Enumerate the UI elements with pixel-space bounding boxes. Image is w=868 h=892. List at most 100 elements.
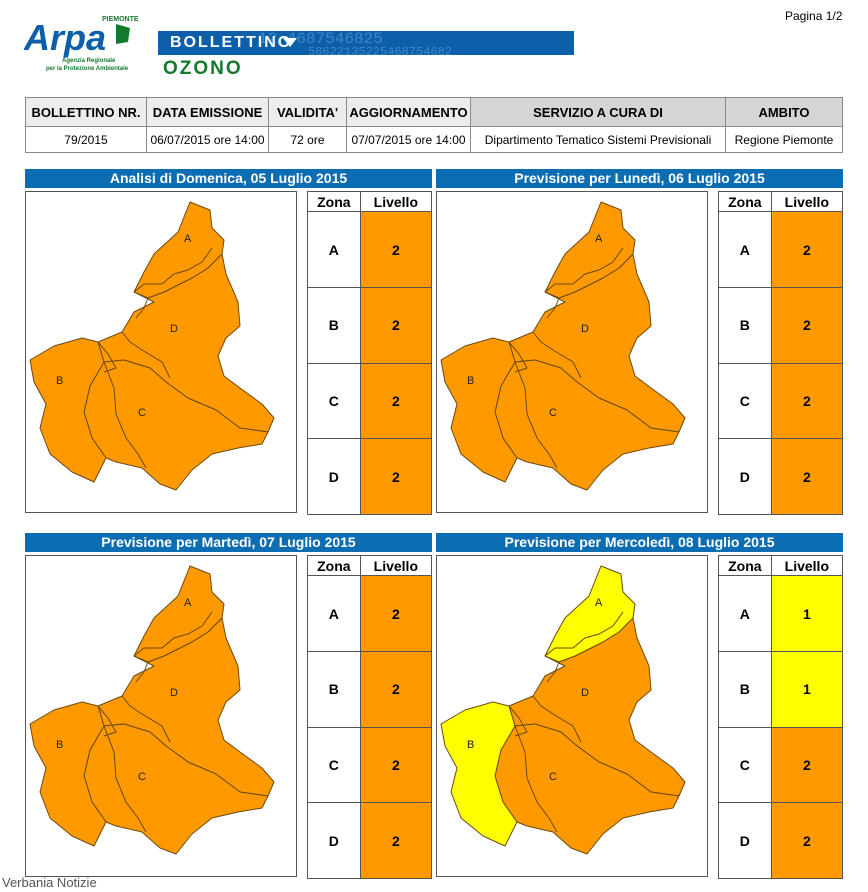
value-scope: Regione Piemonte bbox=[725, 126, 843, 153]
zone-b-area bbox=[29, 337, 107, 483]
level-cell: 2 bbox=[359, 726, 433, 804]
level-column-header: Livello bbox=[770, 190, 844, 213]
arpa-logo: PIEMONTE Arpa Agenzia Regionale per la P… bbox=[23, 12, 154, 74]
level-table: Zona Livello A 2 B 2 C 2 D 2 bbox=[307, 554, 433, 879]
zone-map: A B C D bbox=[440, 565, 686, 855]
header-scope: AMBITO bbox=[725, 97, 843, 127]
zone-b-area bbox=[29, 701, 107, 847]
level-cell: 2 bbox=[359, 211, 433, 288]
piemonte-map: A B C D bbox=[436, 555, 708, 877]
piemonte-map: A B C D bbox=[25, 191, 297, 513]
logo-subtitle-2: per la Protezione Ambientale bbox=[46, 66, 129, 72]
zone-boundary bbox=[544, 247, 624, 293]
level-cell: 1 bbox=[770, 575, 844, 652]
zone-d-map-label: D bbox=[581, 323, 589, 335]
bulletin-info-table: BOLLETTINO NR. DATA EMISSIONE VALIDITA' … bbox=[25, 97, 843, 153]
level-cell: 2 bbox=[359, 650, 433, 728]
zone-column-header: Zona bbox=[718, 190, 772, 213]
zone-cell: B bbox=[307, 650, 361, 728]
page-number: Pagina 1/2 bbox=[785, 9, 843, 23]
level-cell: 2 bbox=[359, 802, 433, 879]
zone-cell: C bbox=[307, 362, 361, 440]
zone-cell: B bbox=[718, 650, 772, 728]
bulletin-banner: 12 4687546825 58622135225468754682 BOLLE… bbox=[158, 31, 574, 55]
panel-title: Previsione per Martedì, 07 Luglio 2015 bbox=[25, 533, 432, 552]
zone-b-map-label: B bbox=[56, 375, 63, 387]
value-service: Dipartimento Tematico Sistemi Previsiona… bbox=[470, 126, 726, 153]
zone-cell: A bbox=[718, 575, 772, 652]
value-issue-date: 06/07/2015 ore 14:00 bbox=[146, 126, 269, 153]
zone-cell: A bbox=[307, 211, 361, 288]
zone-b-area bbox=[440, 701, 518, 847]
zone-map: A B C D bbox=[29, 201, 275, 491]
zone-d-map-label: D bbox=[170, 687, 178, 699]
zone-a-area bbox=[133, 201, 225, 299]
forecast-panel: Previsione per Lunedì, 06 Luglio 2015 A B C… bbox=[436, 169, 844, 515]
zone-c-map-label: C bbox=[138, 407, 146, 419]
zone-boundary bbox=[544, 611, 624, 657]
zone-boundary bbox=[514, 361, 558, 469]
panel-title: Analisi di Domenica, 05 Luglio 2015 bbox=[25, 169, 432, 188]
zone-boundary bbox=[546, 661, 560, 683]
value-validity: 72 ore bbox=[268, 126, 347, 153]
zone-boundary bbox=[121, 331, 171, 379]
header-issue-date: DATA EMISSIONE bbox=[146, 97, 269, 127]
banner-title: BOLLETTINO bbox=[170, 34, 293, 51]
level-cell: 2 bbox=[770, 211, 844, 288]
level-cell: 2 bbox=[359, 575, 433, 652]
zone-c-map-label: C bbox=[549, 771, 557, 783]
header-update: AGGIORNAMENTO bbox=[346, 97, 471, 127]
level-cell: 2 bbox=[359, 362, 433, 440]
zone-boundary bbox=[532, 331, 582, 379]
level-table: Zona Livello A 2 B 2 C 2 D 2 bbox=[307, 190, 433, 515]
zone-boundary bbox=[508, 341, 528, 373]
zone-cell: B bbox=[307, 286, 361, 364]
zone-a-map-label: A bbox=[595, 233, 603, 245]
zone-b-area bbox=[440, 337, 518, 483]
zone-cell: D bbox=[718, 802, 772, 879]
piemonte-map: A B C D bbox=[25, 555, 297, 877]
zone-boundary bbox=[546, 297, 560, 319]
zone-cell: D bbox=[307, 802, 361, 879]
zone-column-header: Zona bbox=[307, 554, 361, 577]
level-cell: 2 bbox=[359, 286, 433, 364]
header-service: SERVIZIO A CURA DI bbox=[470, 97, 726, 127]
zone-boundary bbox=[97, 341, 117, 373]
zone-b-map-label: B bbox=[467, 375, 474, 387]
zone-cell: B bbox=[718, 286, 772, 364]
level-column-header: Livello bbox=[359, 190, 433, 213]
zone-boundary bbox=[514, 725, 558, 833]
panel-title: Previsione per Lunedì, 06 Luglio 2015 bbox=[436, 169, 843, 188]
watermark-text: Verbania Notizie bbox=[2, 875, 97, 890]
zone-map: A B C D bbox=[440, 201, 686, 491]
zone-b-map-label: B bbox=[467, 739, 474, 751]
level-column-header: Livello bbox=[359, 554, 433, 577]
zone-d-map-label: D bbox=[581, 687, 589, 699]
value-update: 07/07/2015 ore 14:00 bbox=[346, 126, 471, 153]
piemonte-map: A B C D bbox=[436, 191, 708, 513]
zone-boundary bbox=[135, 661, 149, 683]
zone-cell: A bbox=[718, 211, 772, 288]
header-validity: VALIDITA' bbox=[268, 97, 347, 127]
level-cell: 2 bbox=[359, 438, 433, 515]
zone-cell: A bbox=[307, 575, 361, 652]
zone-a-map-label: A bbox=[595, 597, 603, 609]
logo-subtitle-1: Agenzia Regionale bbox=[62, 58, 116, 64]
level-cell: 1 bbox=[770, 650, 844, 728]
level-cell: 2 bbox=[770, 362, 844, 440]
logo-region-text: PIEMONTE bbox=[102, 16, 139, 23]
zone-boundary bbox=[135, 297, 149, 319]
zone-column-header: Zona bbox=[718, 554, 772, 577]
